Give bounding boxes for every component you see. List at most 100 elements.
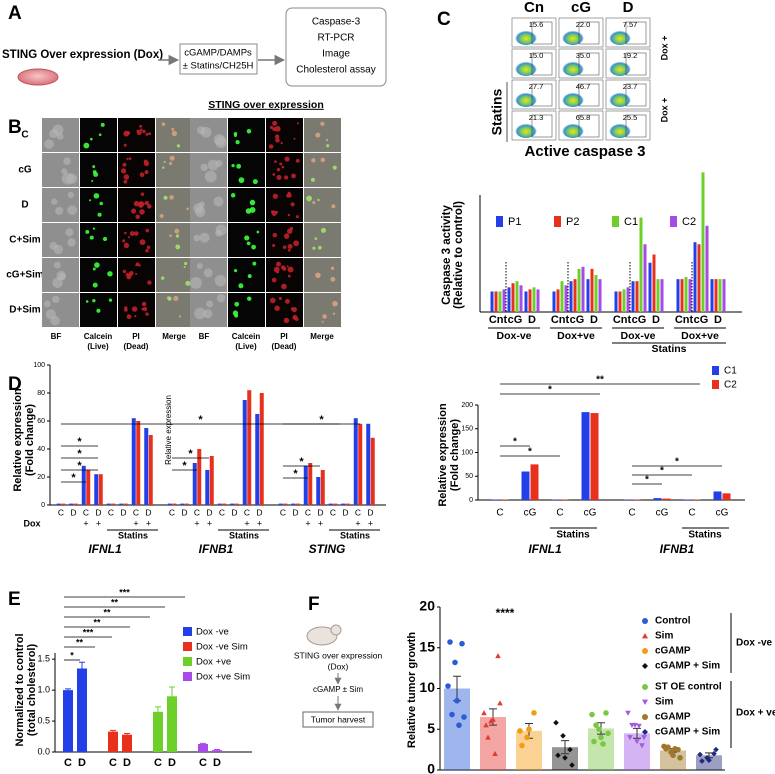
dox-mark: + xyxy=(133,518,138,528)
y-tick-label: 40 xyxy=(37,446,45,453)
legend-swatch xyxy=(496,216,503,227)
data-point xyxy=(495,653,501,659)
data-point xyxy=(677,754,683,761)
x-tick-label: C xyxy=(688,508,695,519)
flow-percent: 15.0 xyxy=(529,51,544,60)
data-point xyxy=(697,751,703,758)
cell-spot xyxy=(183,266,186,269)
cell-spot xyxy=(276,174,282,180)
data-point xyxy=(497,700,503,706)
flow-gate xyxy=(531,114,553,138)
cell-spot xyxy=(128,271,134,276)
y-tick-label: 20 xyxy=(37,474,45,481)
bar xyxy=(494,291,498,312)
data-point xyxy=(456,722,462,728)
bar xyxy=(598,279,602,312)
significance: * xyxy=(71,472,76,484)
panel-b-header: STING over expression xyxy=(208,99,324,111)
cell-spot xyxy=(269,297,276,304)
dox-mark: + xyxy=(244,518,249,528)
bar xyxy=(345,503,350,505)
readout-box xyxy=(285,7,387,87)
bar xyxy=(722,279,726,312)
data-point xyxy=(449,711,455,718)
bar xyxy=(81,465,86,505)
column-label: (Dead) xyxy=(272,342,297,351)
bar xyxy=(209,456,214,505)
flow-density xyxy=(515,122,537,138)
bar xyxy=(502,289,506,312)
cell-spot xyxy=(90,137,93,141)
row-label: C+Sim xyxy=(9,235,41,246)
data-point xyxy=(555,752,561,759)
cell-spot xyxy=(287,191,291,195)
cell-spot xyxy=(275,138,280,143)
legend-label: cGAMP xyxy=(655,646,691,657)
panel-label: C xyxy=(437,9,451,30)
data-point xyxy=(445,683,451,689)
legend-swatch xyxy=(183,657,192,666)
cell-spot xyxy=(295,215,299,219)
bar xyxy=(528,289,532,312)
cell-spot xyxy=(139,124,143,128)
bar xyxy=(676,279,680,312)
legend-label: cGAMP + Sim xyxy=(655,661,720,672)
cell-spot xyxy=(234,301,240,307)
error-bar xyxy=(155,706,161,712)
panel-label: F xyxy=(308,594,320,615)
bar xyxy=(63,690,73,752)
cell-spot xyxy=(272,173,276,176)
data-point xyxy=(598,734,604,741)
micrograph xyxy=(304,258,341,292)
cell-spot xyxy=(216,293,226,303)
legend-label: Control xyxy=(655,616,691,627)
legend-label: C1 xyxy=(724,366,737,377)
cell-spot xyxy=(140,192,145,196)
cell-spot xyxy=(231,163,235,168)
cell-spot xyxy=(331,204,336,209)
treatment-box xyxy=(179,43,258,75)
cell-spot xyxy=(274,134,280,139)
cell-spot xyxy=(142,129,146,134)
significance: * xyxy=(198,414,203,426)
cell-spot xyxy=(53,261,61,269)
cell-spot xyxy=(317,198,320,202)
y-axis-label: (Relative to control) xyxy=(453,201,465,309)
data-point xyxy=(665,744,671,750)
y-tick-label: 100 xyxy=(33,362,45,369)
bar xyxy=(552,291,556,312)
significance: *** xyxy=(119,587,130,597)
statins-label: Statins xyxy=(556,530,590,541)
cell-spot xyxy=(169,155,175,161)
cell-spot xyxy=(44,139,54,149)
legend-marker xyxy=(642,699,648,705)
cell-spot xyxy=(161,122,166,126)
panel-label: D xyxy=(8,374,22,395)
y-tick-label: 100 xyxy=(461,449,473,456)
bar xyxy=(560,281,564,312)
legend-label: cGAMP + Sim xyxy=(655,727,720,738)
cell-spot xyxy=(148,132,152,136)
bar xyxy=(328,503,333,505)
cell-spot xyxy=(133,200,140,207)
cell-spot xyxy=(279,162,283,166)
cell-spot xyxy=(281,283,287,290)
x-tick-label: C xyxy=(83,507,89,517)
cell-spot xyxy=(213,196,224,207)
bar xyxy=(652,254,656,312)
cell-spot xyxy=(276,168,281,172)
bar xyxy=(341,503,346,505)
bar xyxy=(222,503,227,505)
bar xyxy=(713,491,722,500)
error-bar xyxy=(65,688,71,691)
error-bar xyxy=(79,661,85,669)
significance: * xyxy=(77,460,82,472)
significance: * xyxy=(293,468,298,480)
cell-spot xyxy=(94,262,100,268)
cell-spot xyxy=(175,244,181,250)
cell-spot xyxy=(146,204,152,209)
x-tick-label: C xyxy=(305,507,311,517)
cell-spot xyxy=(272,244,276,248)
legend-label: cGAMP xyxy=(655,712,691,723)
